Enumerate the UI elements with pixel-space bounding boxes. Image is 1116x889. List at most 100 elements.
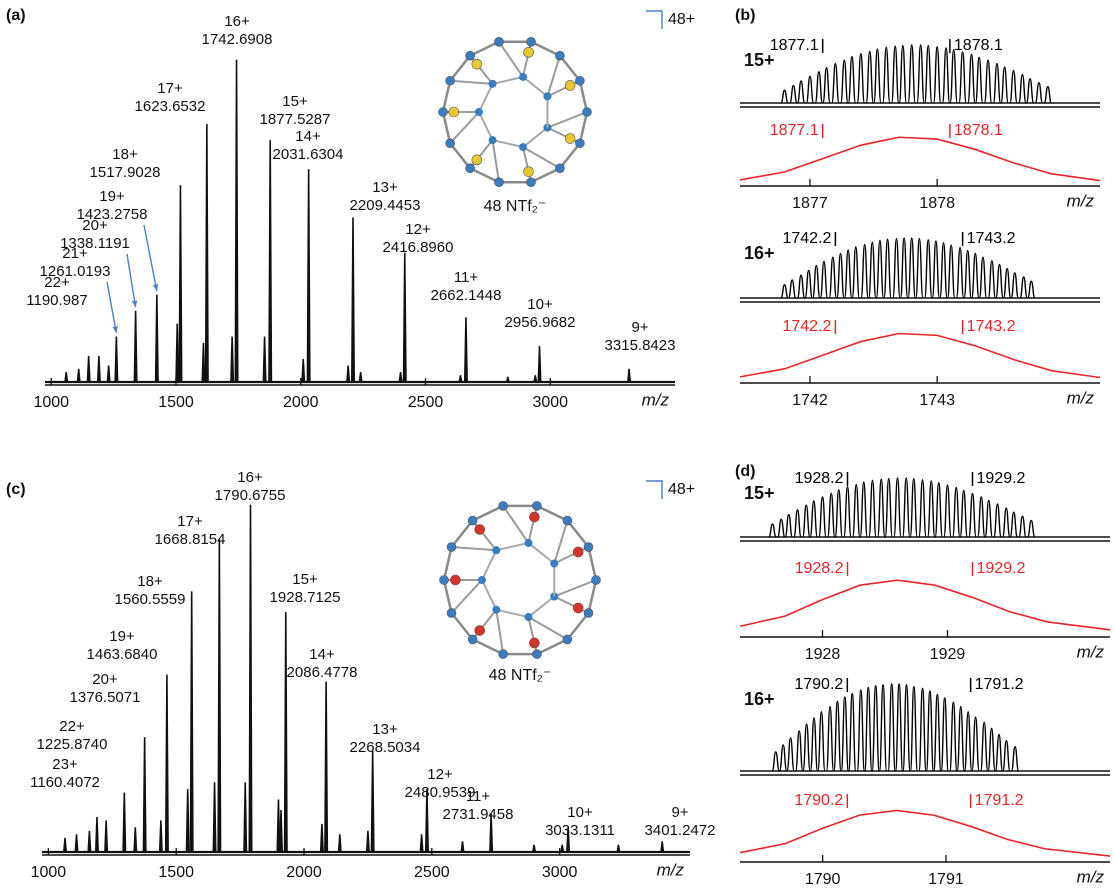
- isotope-peak: [810, 501, 817, 537]
- isotope-peak: [985, 500, 992, 537]
- cage-bond: [470, 56, 492, 84]
- peak: [115, 337, 118, 382]
- cage-bond: [531, 168, 560, 182]
- cage-metal: [527, 178, 536, 187]
- charge-bracket: [646, 11, 662, 29]
- cage-bond: [450, 143, 470, 168]
- x-tick-label: 1000: [33, 394, 69, 411]
- peak-mass: 2416.8960: [383, 239, 454, 256]
- peak: [279, 810, 282, 852]
- isotope-peak: [908, 238, 915, 298]
- isotope-peak: [845, 250, 852, 298]
- cage-metal: [527, 37, 536, 46]
- simulated-envelope: [740, 137, 1100, 180]
- peak: [661, 842, 664, 852]
- cage-bond: [482, 580, 496, 610]
- isotope-peak: [1020, 277, 1027, 298]
- isotope-peak: [797, 81, 804, 103]
- peak-charge: 11+: [454, 269, 479, 286]
- peak: [143, 737, 146, 852]
- peak: [627, 369, 630, 382]
- simulated-envelope: [740, 334, 1100, 378]
- peak-mass: 1517.9028: [90, 164, 161, 181]
- isotope-peak: [1026, 79, 1033, 103]
- peak-mass: 1928.7125: [270, 589, 341, 606]
- cage-bond: [482, 550, 496, 580]
- isotope-peak: [910, 479, 917, 537]
- isotope-peak: [780, 745, 787, 771]
- peak: [190, 592, 193, 852]
- isotope-peak: [896, 684, 903, 771]
- panel-label: (c): [6, 481, 26, 498]
- isotope-peak: [885, 479, 892, 537]
- cage-anion: [450, 575, 460, 585]
- cage-bond: [560, 56, 580, 81]
- cage-bond: [496, 610, 528, 617]
- marker-label: 1790.2: [794, 792, 843, 809]
- x-axis-label: m/z: [1077, 867, 1105, 886]
- cage-bond: [450, 81, 492, 84]
- isotope-peak: [769, 524, 776, 537]
- isotope-peak: [805, 270, 812, 298]
- isotope-peak: [979, 257, 986, 298]
- cage-metal: [575, 139, 584, 148]
- peak-mass: 2268.5034: [350, 739, 421, 756]
- isotope-peak: [950, 702, 957, 771]
- peak: [617, 845, 620, 852]
- isotope-peak: [948, 245, 955, 298]
- cage-bond: [567, 613, 588, 639]
- peak-charge: 17+: [157, 80, 183, 97]
- isotope-peak: [994, 504, 1001, 537]
- isotope-peak: [941, 698, 948, 771]
- cage-bond: [580, 81, 587, 112]
- cage-metal: [489, 136, 497, 144]
- isotope-peak: [964, 251, 971, 298]
- isotope-peak: [957, 707, 964, 771]
- peak: [403, 253, 406, 382]
- peak: [347, 366, 350, 382]
- cage-metal: [555, 164, 564, 173]
- isotope-peak: [794, 510, 801, 537]
- isotope-peak: [883, 47, 890, 103]
- x-axis-label: m/z: [657, 860, 685, 879]
- peak: [561, 845, 564, 852]
- isotope-peak: [834, 701, 841, 771]
- peak-mass: 2480.9539: [405, 784, 476, 801]
- cage-charge: 48+: [668, 11, 695, 28]
- cage-bond: [588, 580, 596, 613]
- cage-bond: [528, 543, 554, 564]
- isotope-peak: [806, 76, 813, 103]
- marker-label: 1928.2: [795, 470, 844, 487]
- isotope-peak: [934, 694, 941, 771]
- isotope-peak: [972, 254, 979, 298]
- isotope-peak: [894, 478, 901, 537]
- peak-mass: 1423.2758: [77, 206, 148, 223]
- isotope-peak: [815, 72, 822, 103]
- cage-bond: [547, 128, 579, 144]
- peak: [325, 682, 328, 852]
- cage-bond: [523, 42, 531, 77]
- x-tick-label: 3000: [532, 394, 568, 411]
- peak-mass: 3401.2472: [645, 822, 716, 839]
- peak-charge: 20+: [92, 671, 118, 688]
- isotope-peak: [1010, 512, 1017, 537]
- peak-mass: 2086.4778: [287, 664, 358, 681]
- cage-metal: [466, 51, 475, 60]
- peak-charge: 18+: [112, 146, 138, 163]
- cage-bond: [588, 547, 596, 580]
- isotope-peak: [919, 688, 926, 771]
- marker-label: 1743.2: [967, 230, 1016, 247]
- cage-metal: [447, 608, 456, 617]
- cage-metal: [575, 76, 584, 85]
- cage-bond: [493, 140, 523, 147]
- peak-charge: 9+: [631, 319, 648, 336]
- peak-mass: 2662.1448: [431, 287, 502, 304]
- isotope-peak: [857, 54, 864, 103]
- isotope-peak: [988, 728, 995, 771]
- peak: [205, 124, 208, 382]
- x-tick-label: 2500: [414, 864, 450, 881]
- peak: [302, 359, 305, 382]
- cage-bond: [470, 42, 499, 56]
- peak: [63, 838, 66, 852]
- isotope-peak: [781, 285, 788, 298]
